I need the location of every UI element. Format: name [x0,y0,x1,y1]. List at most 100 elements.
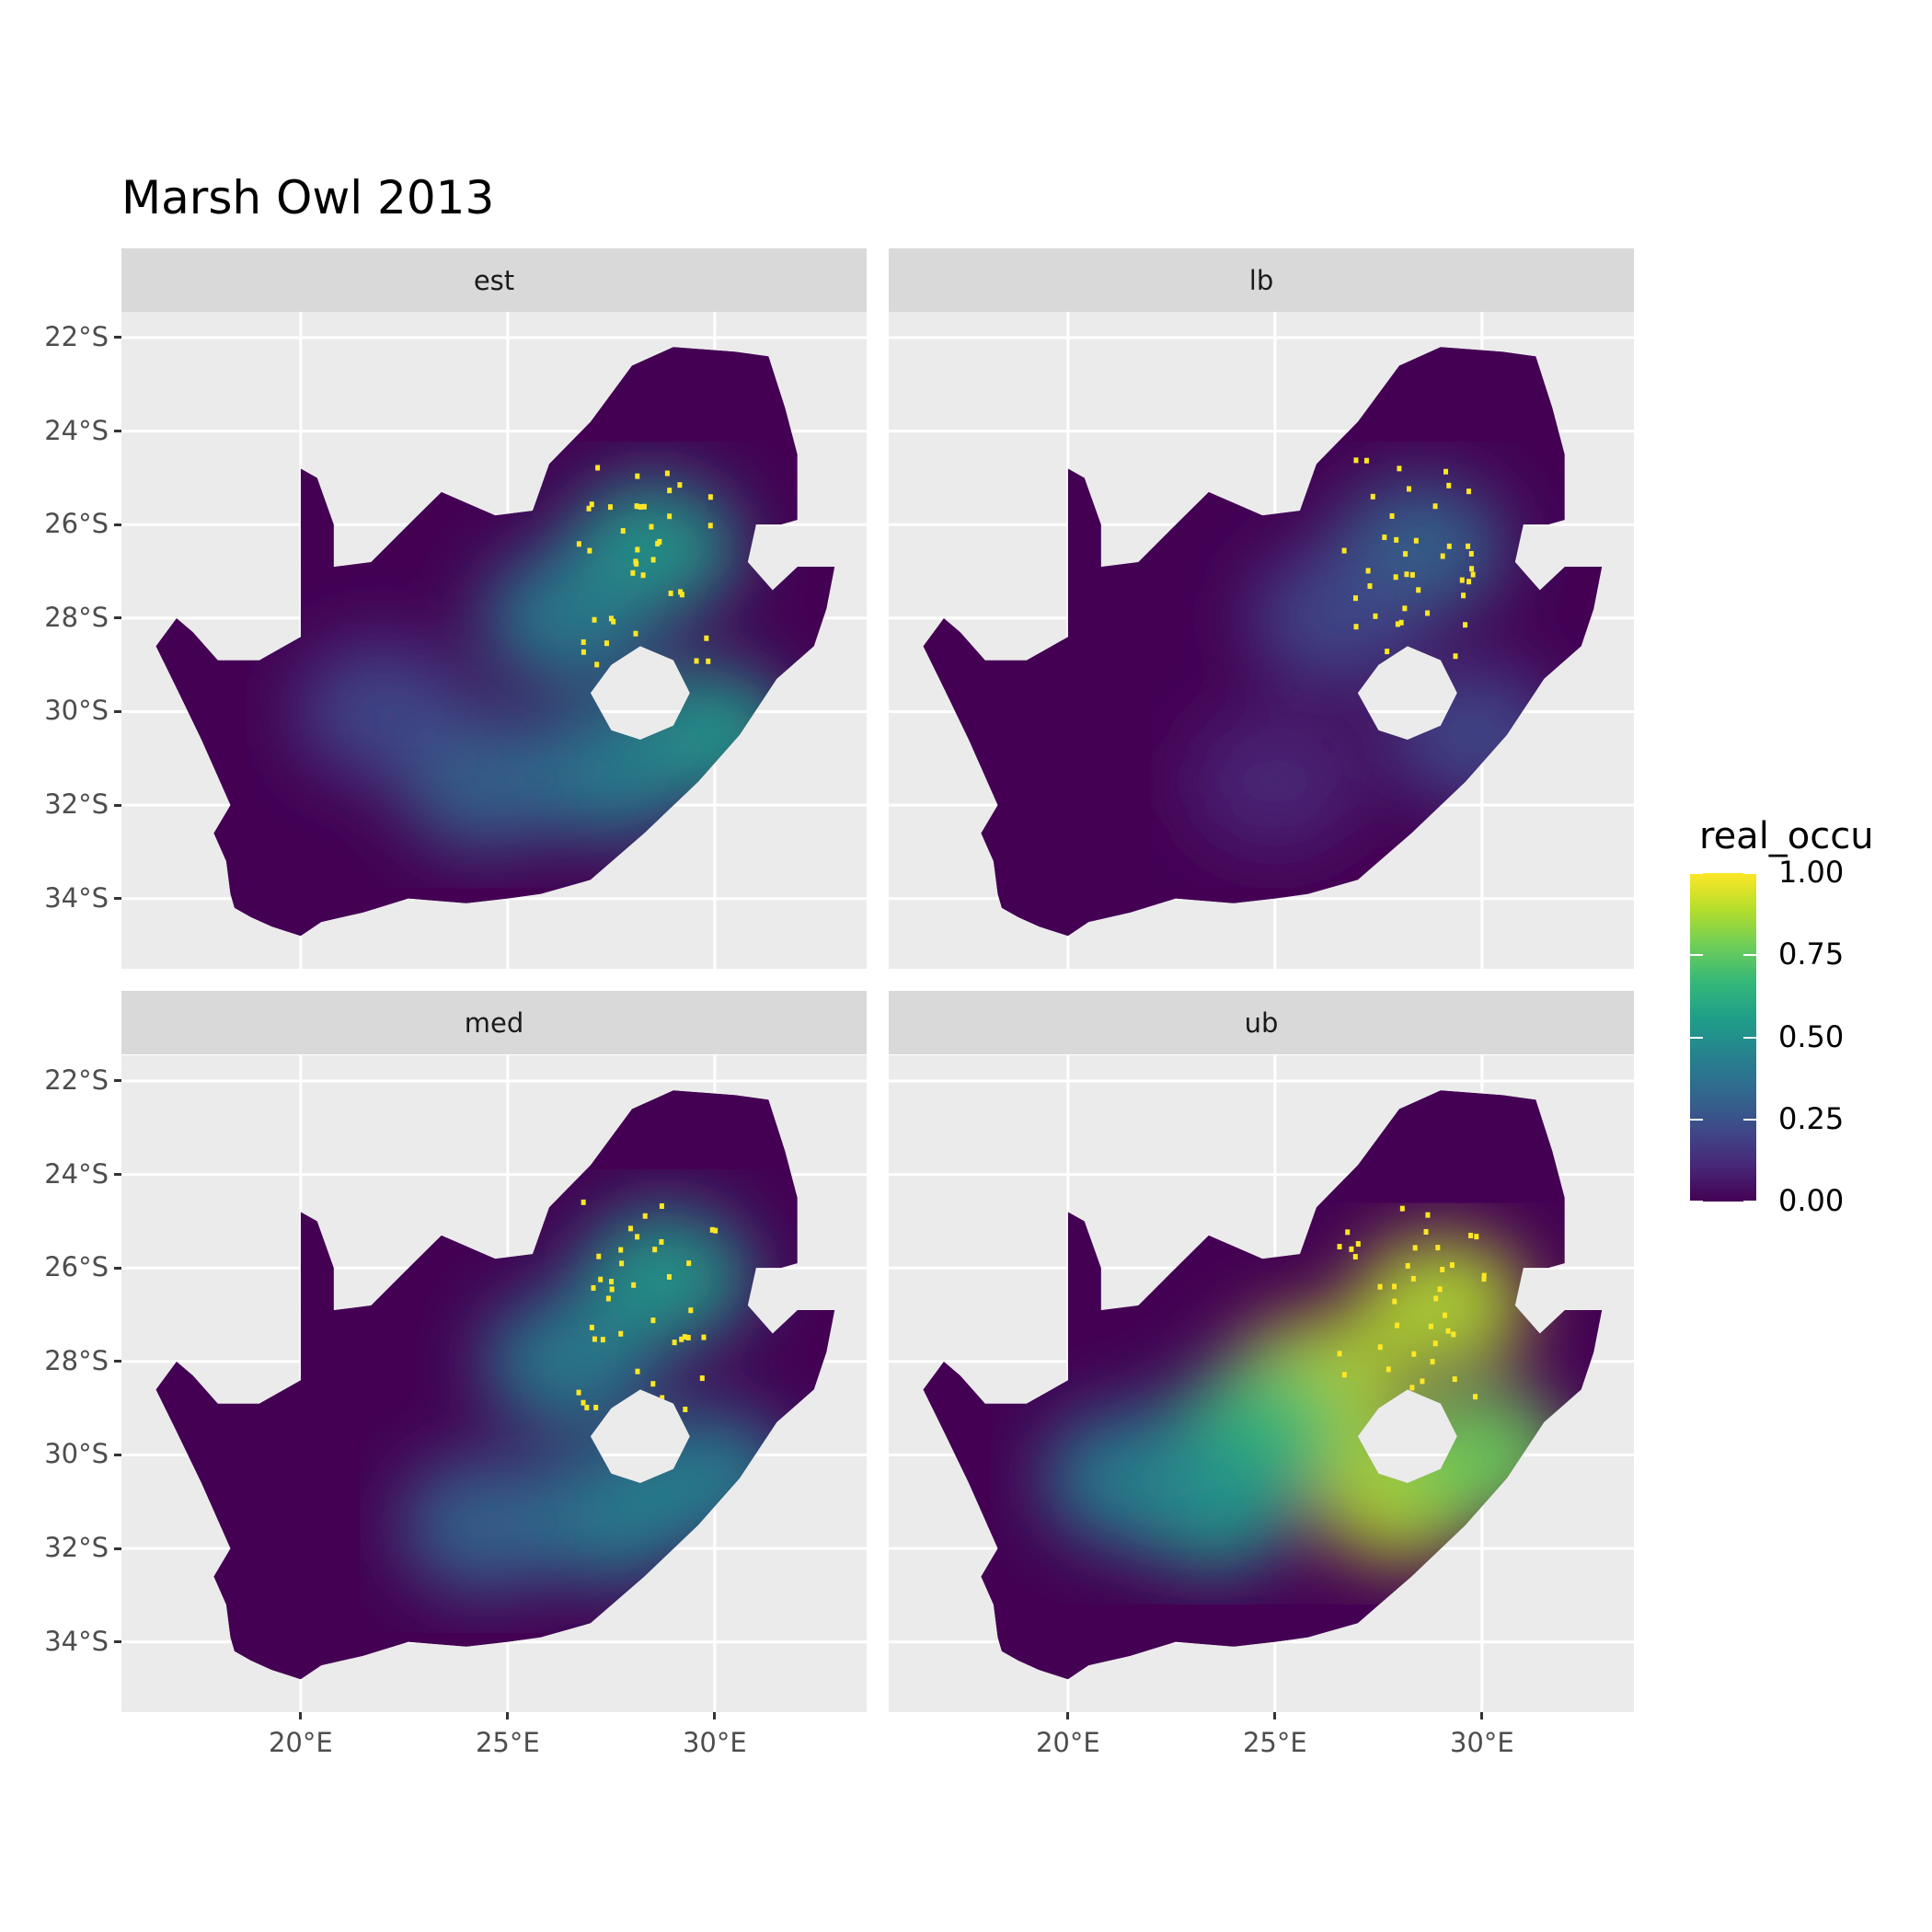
colorbar-tick [1690,1036,1703,1039]
occupancy-cell [704,635,709,641]
occupancy-raster [923,1090,1603,1680]
occupancy-cell [1385,649,1390,655]
facet-panel-est [121,312,867,969]
occupancy-cell [576,541,581,547]
occupancy-cell [659,1202,664,1209]
occupancy-raster [923,347,1603,937]
occupancy-cell [619,1260,625,1267]
occupancy-cell [1392,1298,1397,1305]
facet-label: med [464,1006,524,1039]
occupancy-cell [664,470,670,477]
occupancy-cell [635,1234,640,1240]
occupancy-cell [589,1324,594,1330]
x-tick [1273,1712,1277,1719]
occupancy-cell [581,638,586,645]
y-tick [114,1079,121,1083]
occupancy-cell [650,557,656,563]
y-tick-label: 32°S [44,788,109,821]
occupancy-cell [631,1282,637,1288]
occupancy-cell [649,523,654,530]
occupancy-cell [1398,619,1404,626]
occupancy-cell [584,1404,590,1410]
occupancy-cell [1425,610,1431,616]
y-tick-label: 28°S [44,601,109,633]
y-tick [114,1547,121,1550]
occupancy-cell [1345,1229,1351,1236]
x-tick [506,1712,510,1719]
occupancy-cell [618,1247,624,1253]
occupancy-cell [1420,1378,1425,1385]
occupancy-cell [1413,537,1419,544]
occupancy-cell [694,658,699,664]
occupancy-cell [581,1199,586,1205]
y-tick-label: 26°S [44,508,109,540]
occupancy-cell [1412,1245,1418,1251]
colorbar-tick [1690,954,1703,957]
occupancy-cell [679,1336,684,1342]
occupancy-cell [706,658,711,664]
x-tick [299,1712,303,1719]
colorbar-tick-label: 0.00 [1778,1183,1845,1218]
occupancy-cell [1403,551,1409,558]
y-tick [114,897,121,901]
x-tick [1480,1712,1484,1719]
occupancy-cell [641,503,647,510]
occupancy-cell-cluster [399,1455,575,1594]
occupancy-cell [650,1317,656,1324]
colorbar-tick [1690,1201,1703,1202]
occupancy-cell [1469,566,1475,572]
occupancy-cell [593,1404,599,1410]
occupancy-cell [609,1286,615,1293]
y-tick-label: 24°S [44,414,109,446]
occupancy-cell [640,572,646,579]
occupancy-cell [686,1260,692,1267]
occupancy-cell [638,503,643,510]
occupancy-cell [1367,583,1373,590]
colorbar-tick [1690,1118,1703,1121]
occupancy-cell [1382,535,1387,541]
y-tick-label: 34°S [44,1625,109,1657]
occupancy-cell [1355,1241,1361,1248]
occupancy-cell [1353,457,1359,464]
occupancy-cell [630,569,636,576]
occupancy-cell [589,501,594,508]
occupancy-cell [1435,1245,1441,1251]
occupancy-cell [1432,503,1438,510]
occupancy-cell [683,1406,688,1412]
occupancy-cell [1440,1267,1445,1273]
occupancy-cell [1410,1275,1416,1282]
occupancy-cell-cluster [482,1292,658,1431]
occupancy-cell [1416,587,1421,593]
occupancy-cell [1404,571,1409,578]
occupancy-cell [1370,493,1375,500]
occupancy-cell [1406,486,1411,492]
occupancy-cell [650,1381,656,1387]
occupancy-cell [666,1273,672,1280]
colorbar-tick [1743,1201,1756,1202]
occupancy-cell [1337,1244,1342,1250]
occupancy-cell [591,1284,596,1291]
x-tick-label: 25°E [475,1727,540,1758]
occupancy-cell [1440,553,1445,559]
occupancy-cell [634,503,639,510]
facet-panel-med [121,1055,867,1712]
occupancy-cell [1341,1372,1347,1378]
y-tick-label: 22°S [44,1064,109,1096]
facet-panel-ub [889,1055,1634,1712]
legend-title: real_occu [1699,815,1874,857]
colorbar-tick [1743,1118,1756,1121]
x-tick-label: 25°E [1242,1727,1307,1758]
occupancy-cell [581,649,586,655]
occupancy-cell [592,616,597,623]
colorbar-tick-label: 1.00 [1778,855,1845,890]
occupancy-cell-cluster [1249,548,1425,687]
occupancy-cell [1446,543,1452,549]
y-tick-label: 34°S [44,881,109,914]
occupancy-raster [155,1090,835,1680]
occupancy-cell [667,488,673,494]
occupancy-cell [1445,1328,1451,1334]
occupancy-cell [1402,605,1408,612]
y-tick [114,1453,121,1456]
x-tick-label: 30°E [682,1727,747,1758]
occupancy-cell [627,1225,633,1232]
